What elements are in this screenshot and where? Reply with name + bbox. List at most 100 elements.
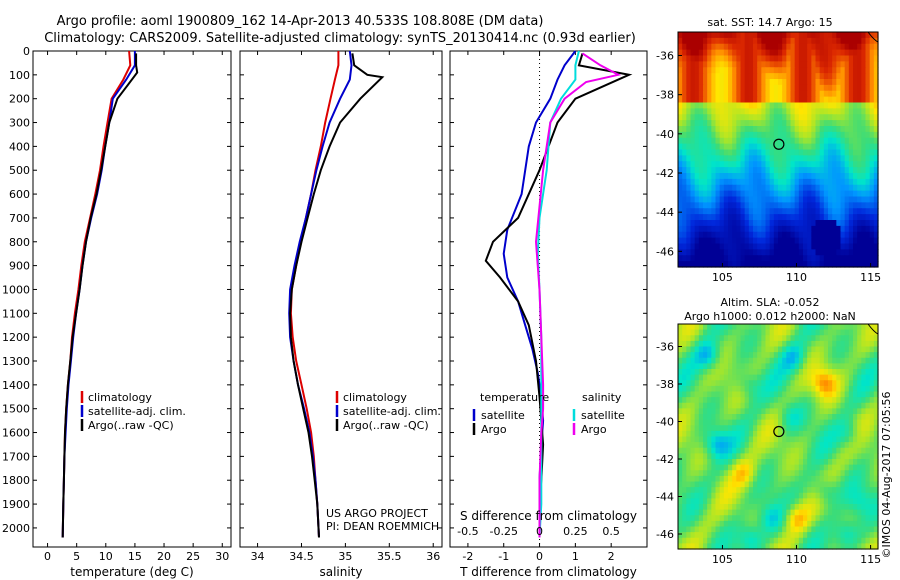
map-cell bbox=[769, 520, 775, 528]
map-cell bbox=[873, 470, 879, 477]
map-cell bbox=[873, 509, 879, 516]
map-cell bbox=[753, 352, 758, 359]
map-cell bbox=[753, 173, 758, 180]
map-cell bbox=[832, 481, 837, 488]
map-cell bbox=[778, 102, 783, 109]
map-cell bbox=[819, 137, 825, 145]
map-cell bbox=[803, 237, 808, 245]
map-cell bbox=[861, 131, 867, 139]
map-cell bbox=[861, 79, 867, 86]
map-cell bbox=[690, 137, 696, 145]
map-cell bbox=[719, 430, 725, 438]
map-cell bbox=[736, 43, 742, 51]
map-cell bbox=[715, 520, 721, 528]
map-cell bbox=[753, 459, 758, 466]
map-cell bbox=[719, 453, 725, 460]
map-cell bbox=[682, 155, 687, 162]
map-cell bbox=[840, 96, 846, 104]
map-cell bbox=[740, 481, 746, 488]
map-cell bbox=[836, 126, 842, 133]
map-cell bbox=[869, 419, 875, 426]
map-cell bbox=[857, 137, 862, 145]
map-cell bbox=[744, 32, 750, 39]
map-cell bbox=[765, 475, 771, 483]
map-cell bbox=[773, 475, 779, 483]
map-cell bbox=[769, 173, 775, 180]
map-cell bbox=[682, 243, 687, 250]
map-cell bbox=[848, 190, 854, 198]
map-cell bbox=[790, 346, 796, 353]
map-cell bbox=[728, 161, 733, 168]
map-cell bbox=[865, 96, 871, 104]
map-cell bbox=[790, 32, 796, 39]
map-cell bbox=[790, 419, 796, 426]
map-cell bbox=[769, 49, 775, 57]
map-cell bbox=[707, 487, 712, 494]
map-cell bbox=[803, 543, 808, 550]
map-cell bbox=[715, 49, 721, 57]
map-cell bbox=[832, 464, 837, 471]
map-cell bbox=[678, 520, 683, 528]
map-cell bbox=[707, 108, 712, 115]
map-cell bbox=[748, 475, 754, 483]
map-cell bbox=[865, 178, 871, 186]
map-cell bbox=[853, 335, 858, 342]
map-cell bbox=[836, 504, 842, 511]
map-cell bbox=[753, 419, 758, 426]
map-cell bbox=[682, 84, 687, 92]
map-cell bbox=[773, 329, 779, 336]
map-cell bbox=[686, 397, 692, 404]
map-cell bbox=[703, 255, 708, 262]
map-cell bbox=[744, 102, 750, 109]
map-cell bbox=[694, 143, 700, 151]
map-cell bbox=[753, 225, 758, 233]
map-cell bbox=[857, 90, 862, 98]
map-cell bbox=[707, 37, 712, 45]
map-cell bbox=[823, 363, 829, 370]
map-cell bbox=[828, 391, 833, 398]
map-cell bbox=[803, 261, 808, 268]
map-cell bbox=[828, 214, 833, 221]
map-cell bbox=[803, 329, 808, 336]
map-cell bbox=[744, 161, 750, 168]
map-cell bbox=[798, 96, 804, 104]
map-cell bbox=[744, 49, 750, 57]
map-cell bbox=[848, 120, 854, 127]
map-cell bbox=[698, 178, 704, 186]
map-cell bbox=[869, 131, 875, 139]
map-cell bbox=[682, 504, 687, 511]
map-cell bbox=[703, 49, 708, 57]
map-cell bbox=[719, 374, 725, 381]
map-cell bbox=[711, 137, 717, 145]
map-cell bbox=[773, 436, 779, 443]
map-cell bbox=[715, 374, 721, 381]
map-cell bbox=[703, 202, 708, 209]
map-cell bbox=[861, 532, 867, 539]
map-cell bbox=[694, 369, 700, 376]
map-cell bbox=[761, 220, 767, 227]
map-cell bbox=[790, 161, 796, 168]
map-cell bbox=[848, 374, 854, 381]
map-cell bbox=[848, 532, 854, 539]
map-cell bbox=[719, 537, 725, 544]
map-cell bbox=[857, 102, 862, 109]
map-cell bbox=[757, 114, 762, 121]
map-cell bbox=[836, 498, 842, 505]
map-cell bbox=[803, 459, 808, 466]
map-cell bbox=[698, 470, 704, 477]
map-cell bbox=[848, 261, 854, 268]
map-cell bbox=[698, 126, 704, 133]
map-cell bbox=[823, 498, 829, 505]
map-cell bbox=[798, 363, 804, 370]
map-cell bbox=[857, 84, 862, 92]
map-cell bbox=[753, 143, 758, 151]
map-cell bbox=[728, 190, 733, 198]
map-cell bbox=[798, 131, 804, 139]
map-cell bbox=[682, 419, 687, 426]
map-cell bbox=[748, 532, 754, 539]
map-cell bbox=[857, 492, 862, 499]
map-cell bbox=[832, 155, 837, 162]
map-cell bbox=[748, 464, 754, 471]
map-cell bbox=[782, 261, 787, 268]
map-cell bbox=[748, 526, 754, 533]
